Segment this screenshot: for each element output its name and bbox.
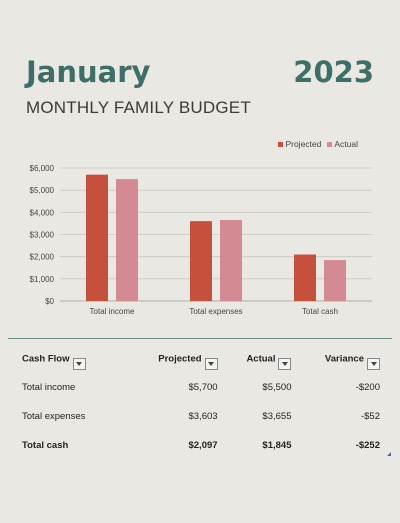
row-variance: -$252: [355, 440, 380, 451]
y-tick-label: $3,000: [30, 231, 55, 240]
header-actual: Actual: [224, 345, 298, 373]
header-projected-label: Projected: [158, 353, 202, 365]
x-tick-label: Total cash: [302, 307, 338, 316]
header-cash-flow: Cash Flow: [8, 345, 129, 373]
filter-dropdown-icon[interactable]: [278, 358, 292, 370]
bar-projected-0: [86, 174, 108, 301]
header-variance-label: Variance: [324, 353, 364, 365]
header-actual-label: Actual: [246, 353, 276, 365]
month-title: January: [26, 55, 151, 89]
legend-label-actual: Actual: [334, 139, 358, 149]
budget-subtitle: MONTHLY FAMILY BUDGET: [26, 98, 251, 117]
header-variance: Variance: [297, 345, 386, 373]
legend-swatch-projected: [278, 141, 284, 147]
bar-actual-2: [324, 260, 346, 301]
x-tick-label: Total expenses: [189, 307, 242, 316]
row-projected: $2,097: [188, 440, 218, 451]
row-projected: $5,700: [188, 382, 218, 393]
bar-actual-0: [116, 179, 138, 301]
y-tick-label: $2,000: [30, 253, 55, 262]
budget-bar-chart: $0 $1,000 $2,000 $3,000 $4,000 $5,000 $6,000 To…: [30, 164, 372, 316]
row-actual: $3,655: [262, 411, 292, 422]
legend-swatch-actual: [327, 141, 333, 147]
header-projected: Projected: [129, 345, 224, 373]
row-projected: $3,603: [188, 411, 218, 422]
cash-flow-table: Cash Flow Projected Actual Variance Tota…: [8, 345, 386, 460]
row-variance: -$200: [355, 382, 380, 393]
filter-dropdown-icon[interactable]: [72, 358, 86, 370]
bar-projected-2: [294, 254, 316, 301]
section-divider: [8, 338, 392, 339]
legend-label-projected: Projected: [285, 139, 322, 149]
row-variance: -$52: [360, 411, 380, 422]
y-tick-label: $1,000: [30, 275, 55, 284]
chart-legend: Projected Actual: [278, 139, 358, 149]
y-tick-label: $5,000: [30, 186, 55, 195]
row-label: Total income: [22, 382, 76, 393]
table-header-row: Cash Flow Projected Actual Variance: [8, 345, 386, 373]
table-resize-handle[interactable]: [387, 452, 391, 456]
y-tick-label: $0: [45, 297, 54, 306]
table-row-total: Total cash $2,097 $1,845 -$252: [8, 431, 386, 460]
filter-dropdown-icon[interactable]: [204, 358, 218, 370]
row-actual: $5,500: [262, 382, 292, 393]
x-tick-label: Total income: [90, 307, 135, 316]
table-row: Total expenses $3,603 $3,655 -$52: [8, 402, 386, 431]
y-tick-label: $4,000: [30, 208, 55, 217]
bar-projected-1: [190, 221, 212, 301]
legend-item-actual: Actual: [327, 139, 358, 149]
row-label: Total cash: [22, 440, 69, 451]
year-title: 2023: [293, 55, 374, 89]
legend-item-projected: Projected: [278, 139, 321, 149]
bar-actual-1: [220, 219, 242, 301]
filter-dropdown-icon[interactable]: [367, 358, 380, 370]
table-row: Total income $5,700 $5,500 -$200: [8, 373, 386, 402]
y-tick-label: $6,000: [30, 164, 55, 173]
row-actual: $1,845: [262, 440, 292, 451]
header-cash-flow-label: Cash Flow: [22, 353, 70, 365]
row-label: Total expenses: [22, 411, 86, 422]
